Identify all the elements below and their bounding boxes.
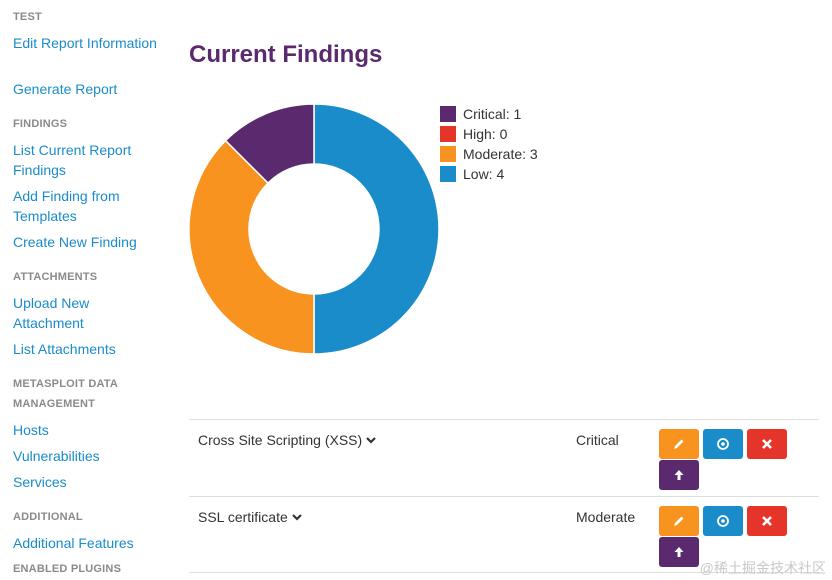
sidebar-heading-additional: ADDITIONAL bbox=[13, 511, 83, 523]
sidebar-item-hosts[interactable]: Hosts bbox=[13, 422, 49, 438]
eye-icon bbox=[717, 438, 729, 450]
legend-item-critical: Critical: 1 bbox=[439, 104, 538, 124]
sidebar-heading-enabled-plugins: ENABLED PLUGINS bbox=[13, 563, 122, 575]
sidebar-heading-findings: FINDINGS bbox=[13, 118, 68, 130]
legend-label: Critical: 1 bbox=[463, 106, 522, 122]
upload-finding-button[interactable] bbox=[659, 460, 699, 490]
finding-title[interactable]: Cross Site Scripting (XSS) bbox=[198, 431, 376, 449]
arrow-up-icon bbox=[674, 547, 684, 557]
finding-title-text: Cross Site Scripting (XSS) bbox=[198, 432, 363, 448]
sidebar-item-edit-report-information[interactable]: Edit Report Information bbox=[13, 35, 157, 51]
legend-label: High: 0 bbox=[463, 126, 508, 142]
legend-swatch bbox=[439, 145, 457, 163]
legend-item-high: High: 0 bbox=[439, 124, 538, 144]
donut-slice-low bbox=[313, 104, 439, 354]
sidebar-item-create-new-finding[interactable]: Create New Finding bbox=[13, 234, 137, 250]
sidebar-heading-metasploit: METASPLOIT DATA MANAGEMENT bbox=[13, 378, 118, 410]
sidebar: TEST Edit Report Information Generate Re… bbox=[0, 0, 170, 580]
pencil-icon bbox=[674, 439, 684, 449]
upload-finding-button[interactable] bbox=[659, 537, 699, 567]
chevron-down-icon[interactable] bbox=[366, 435, 376, 445]
edit-finding-button[interactable] bbox=[659, 506, 699, 536]
sidebar-item-add-finding-from-templates[interactable]: Add Finding from Templates bbox=[13, 188, 120, 224]
finding-title-text: SSL certificate bbox=[198, 509, 288, 525]
table-row: SSL certificate Moderate bbox=[189, 496, 819, 573]
sidebar-item-generate-report[interactable]: Generate Report bbox=[13, 81, 118, 97]
chevron-down-icon[interactable] bbox=[291, 512, 302, 522]
donut-slice-critical bbox=[224, 104, 315, 185]
view-finding-button[interactable] bbox=[703, 429, 743, 459]
sidebar-item-vulnerabilities[interactable]: Vulnerabilities bbox=[13, 448, 100, 464]
chart-legend: Critical: 1 High: 0 Moderate: 3 Low: 4 bbox=[439, 104, 538, 184]
sidebar-heading-attachments: ATTACHMENTS bbox=[13, 271, 98, 283]
sidebar-item-list-attachments[interactable]: List Attachments bbox=[13, 341, 116, 357]
donut-slice-moderate bbox=[189, 139, 315, 354]
sidebar-heading-test: TEST bbox=[13, 11, 42, 23]
close-icon bbox=[762, 516, 772, 526]
finding-title[interactable]: SSL certificate bbox=[198, 508, 302, 526]
table-row: Cross Site Scripting (XSS) Critical bbox=[189, 419, 819, 496]
sidebar-item-list-findings[interactable]: List Current Report Findings bbox=[13, 142, 132, 178]
pencil-icon bbox=[674, 516, 684, 526]
legend-item-moderate: Moderate: 3 bbox=[439, 144, 538, 164]
watermark: @稀土掘金技术社区 bbox=[699, 560, 826, 576]
legend-swatch bbox=[439, 105, 457, 123]
edit-finding-button[interactable] bbox=[659, 429, 699, 459]
legend-swatch bbox=[439, 125, 457, 143]
severity-label: Moderate bbox=[576, 509, 636, 525]
sidebar-item-additional-features[interactable]: Additional Features bbox=[13, 535, 134, 551]
severity-label: Critical bbox=[576, 432, 619, 448]
legend-item-low: Low: 4 bbox=[439, 164, 538, 184]
legend-label: Low: 4 bbox=[463, 166, 505, 182]
delete-finding-button[interactable] bbox=[747, 429, 787, 459]
view-finding-button[interactable] bbox=[703, 506, 743, 536]
delete-finding-button[interactable] bbox=[747, 506, 787, 536]
findings-donut-chart bbox=[189, 104, 439, 354]
sidebar-item-upload-attachment[interactable]: Upload New Attachment bbox=[13, 295, 90, 331]
legend-swatch bbox=[439, 165, 457, 183]
page-title: Current Findings bbox=[189, 41, 383, 68]
eye-icon bbox=[717, 515, 729, 527]
legend-label: Moderate: 3 bbox=[463, 146, 538, 162]
close-icon bbox=[762, 439, 772, 449]
arrow-up-icon bbox=[674, 470, 684, 480]
sidebar-item-services[interactable]: Services bbox=[13, 474, 67, 490]
